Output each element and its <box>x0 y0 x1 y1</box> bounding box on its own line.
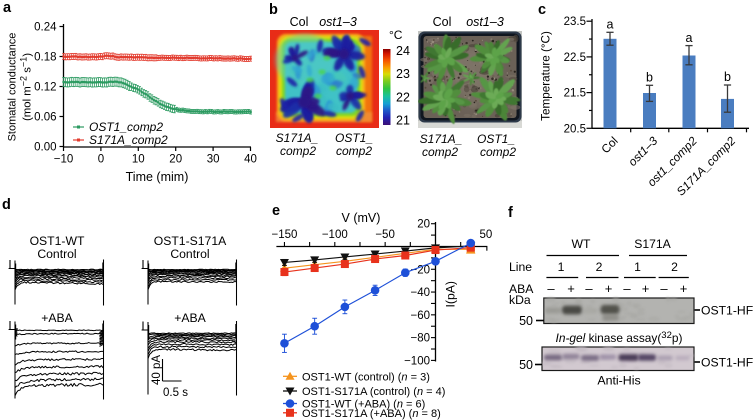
svg-text:Temperature (°C): Temperature (°C) <box>540 31 553 121</box>
svg-text:−50: −50 <box>375 229 395 241</box>
svg-text:20: 20 <box>417 219 430 231</box>
svg-text:0.12: 0.12 <box>34 82 56 94</box>
svg-text:40: 40 <box>244 154 257 166</box>
svg-text:S171A: S171A <box>634 237 671 251</box>
svg-text:Col: Col <box>598 134 620 156</box>
svg-text:−10: −10 <box>54 154 74 166</box>
svg-text:OST1-S171A (control) (n = 4): OST1-S171A (control) (n = 4) <box>302 386 445 398</box>
svg-text:20.5: 20.5 <box>564 123 586 135</box>
svg-text:–: – <box>660 281 668 296</box>
svg-text:OST1-S171A (+ABA) (n = 8): OST1-S171A (+ABA) (n = 8) <box>302 408 441 420</box>
svg-text:22: 22 <box>396 90 410 104</box>
svg-text:2: 2 <box>671 260 678 274</box>
svg-text:23: 23 <box>396 67 410 81</box>
svg-text:(mol m−2 s−1): (mol m−2 s−1) <box>19 53 34 121</box>
svg-text:23.5: 23.5 <box>564 16 586 28</box>
svg-text:21: 21 <box>396 114 410 128</box>
svg-text:0.5 s: 0.5 s <box>163 387 188 399</box>
svg-text:°C: °C <box>389 28 403 42</box>
svg-text:ABA: ABA <box>509 282 534 296</box>
svg-text:1: 1 <box>634 260 641 274</box>
svg-text:–: – <box>585 281 593 296</box>
svg-text:OST1-WT: OST1-WT <box>30 234 85 248</box>
svg-text:In-gel kinase assay(32p): In-gel kinase assay(32p) <box>556 330 683 345</box>
svg-text:10: 10 <box>132 154 145 166</box>
svg-text:+ABA: +ABA <box>174 311 206 325</box>
svg-text:50: 50 <box>519 358 533 372</box>
svg-text:S171A_comp2: S171A_comp2 <box>89 133 168 147</box>
svg-text:Anti-His: Anti-His <box>597 374 640 388</box>
svg-text:50: 50 <box>480 229 493 241</box>
svg-text:ost1–3: ost1–3 <box>625 134 660 169</box>
svg-text:Control: Control <box>37 247 76 261</box>
svg-text:a: a <box>607 18 614 32</box>
svg-text:+: + <box>642 281 650 296</box>
svg-text:–: – <box>547 281 555 296</box>
svg-text:OST1-S171A: OST1-S171A <box>154 234 227 248</box>
svg-text:1: 1 <box>558 260 565 274</box>
svg-text:+: + <box>567 281 575 296</box>
svg-text:+ABA: +ABA <box>41 311 73 325</box>
svg-text:a: a <box>686 31 693 45</box>
svg-text:50: 50 <box>519 314 533 328</box>
svg-text:0: 0 <box>98 154 104 166</box>
svg-text:−100: −100 <box>404 355 430 367</box>
svg-text:20: 20 <box>169 154 182 166</box>
svg-text:OST1-WT (+ABA) (n = 6): OST1-WT (+ABA) (n = 6) <box>302 399 425 411</box>
svg-text:V (mV): V (mV) <box>342 211 381 225</box>
svg-text:30: 30 <box>207 154 220 166</box>
svg-text:Control: Control <box>170 247 209 261</box>
svg-text:0.00: 0.00 <box>34 142 56 154</box>
svg-text:Stomatal conductance: Stomatal conductance <box>7 33 19 142</box>
svg-text:−60: −60 <box>410 310 430 322</box>
svg-text:40 pA: 40 pA <box>151 355 163 385</box>
svg-text:−100: −100 <box>322 229 348 241</box>
svg-text:–: – <box>623 281 631 296</box>
svg-text:b: b <box>646 71 653 85</box>
svg-text:OST1-HF: OST1-HF <box>701 356 753 370</box>
svg-text:OST1-HF: OST1-HF <box>701 304 753 318</box>
svg-text:+: + <box>605 281 613 296</box>
svg-text:−20: −20 <box>410 264 430 276</box>
svg-text:24: 24 <box>396 44 410 58</box>
svg-text:0.24: 0.24 <box>34 22 57 34</box>
svg-text:−40: −40 <box>410 287 430 299</box>
svg-text:Time (mim): Time (mim) <box>126 170 189 184</box>
svg-text:21.5: 21.5 <box>564 88 586 100</box>
svg-text:kDa: kDa <box>509 293 531 307</box>
svg-text:OST1_comp2: OST1_comp2 <box>89 120 163 134</box>
svg-text:−80: −80 <box>410 333 430 345</box>
svg-text:+: + <box>680 281 688 296</box>
svg-text:Line: Line <box>509 260 532 274</box>
svg-text:22.5: 22.5 <box>564 52 586 64</box>
svg-text:OST1-WT (control) (n = 3): OST1-WT (control) (n = 3) <box>302 371 430 383</box>
svg-text:0.06: 0.06 <box>34 112 56 124</box>
svg-text:2: 2 <box>596 260 603 274</box>
svg-text:−150: −150 <box>272 229 298 241</box>
svg-text:WT: WT <box>572 237 592 251</box>
svg-text:0.18: 0.18 <box>34 52 56 64</box>
svg-text:b: b <box>724 70 731 84</box>
svg-text:I(pA): I(pA) <box>444 281 458 307</box>
